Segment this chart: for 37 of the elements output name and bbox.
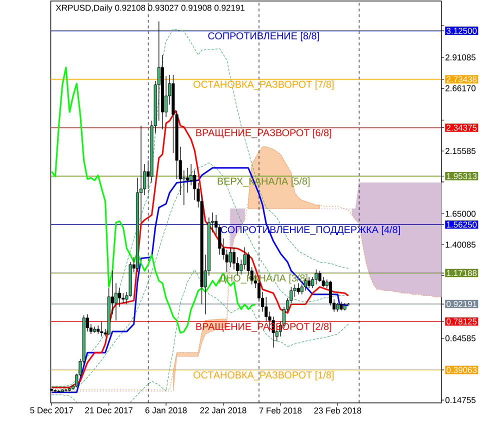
ref-line-label: ОСТАНОВКА_РАЗВОРОТ [1/8]: [194, 371, 334, 381]
y-tick-label: 2.91085: [446, 54, 476, 61]
y-tick-label: 0.14755: [445, 397, 476, 404]
candlestick: [232, 247, 236, 270]
y-tick-label: 0.64585: [445, 335, 476, 342]
y-tick-label: 0.78125: [446, 318, 477, 325]
y-tick-label: 0.92191: [446, 301, 477, 308]
y-tick-label: 1.65000: [446, 210, 476, 217]
y-tick-label: 1.40085: [446, 242, 476, 248]
candlestick: [296, 283, 300, 295]
y-tick-label: 2.34375: [446, 124, 477, 131]
y-tick-label: 1.17188: [446, 270, 477, 276]
x-tick-label: 23 Feb 2018: [314, 407, 362, 414]
x-tick-label: 21 Dec 2017: [85, 407, 133, 414]
candlestick: [243, 247, 246, 270]
ref-line-label: ВРАЩЕНИЕ_РАЗВОРОТ [6/8]: [196, 129, 332, 138]
y-tick-label: 2.73438: [446, 76, 477, 82]
y-tick-label: 2.15585: [446, 148, 476, 154]
candlestick: [314, 269, 318, 285]
x-tick-label: 7 Feb 2018: [259, 407, 302, 414]
candlestick: [308, 276, 311, 289]
x-tick-label: 5 Dec 2017: [30, 407, 73, 414]
candlestick: [118, 288, 122, 308]
x-tick-label: 22 Jan 2018: [200, 407, 246, 414]
candlestick: [228, 247, 232, 268]
candlestick: [328, 280, 332, 306]
y-tick-label: 1.95313: [446, 173, 477, 180]
candlestick: [100, 321, 104, 337]
y-tick-label: 2.66170: [446, 85, 476, 92]
ref-line-label: СОПРОТИВЛЕНИЕ [8/8]: [208, 32, 319, 42]
ref-line-label: ОСТАНОВКА_РАЗВОРОТ [7/8]: [194, 80, 334, 90]
chart-title: XRPUSD,Daily 0.92108 0.93027 0.91908 0.92191: [56, 4, 244, 13]
x-tick-label: 6 Jan 2018: [145, 407, 187, 414]
y-tick-label: 0.39063: [446, 367, 477, 374]
candlestick: [311, 276, 314, 289]
y-tick-label: 3.12500: [446, 28, 477, 34]
y-tick-label: 1.56250: [446, 222, 477, 228]
